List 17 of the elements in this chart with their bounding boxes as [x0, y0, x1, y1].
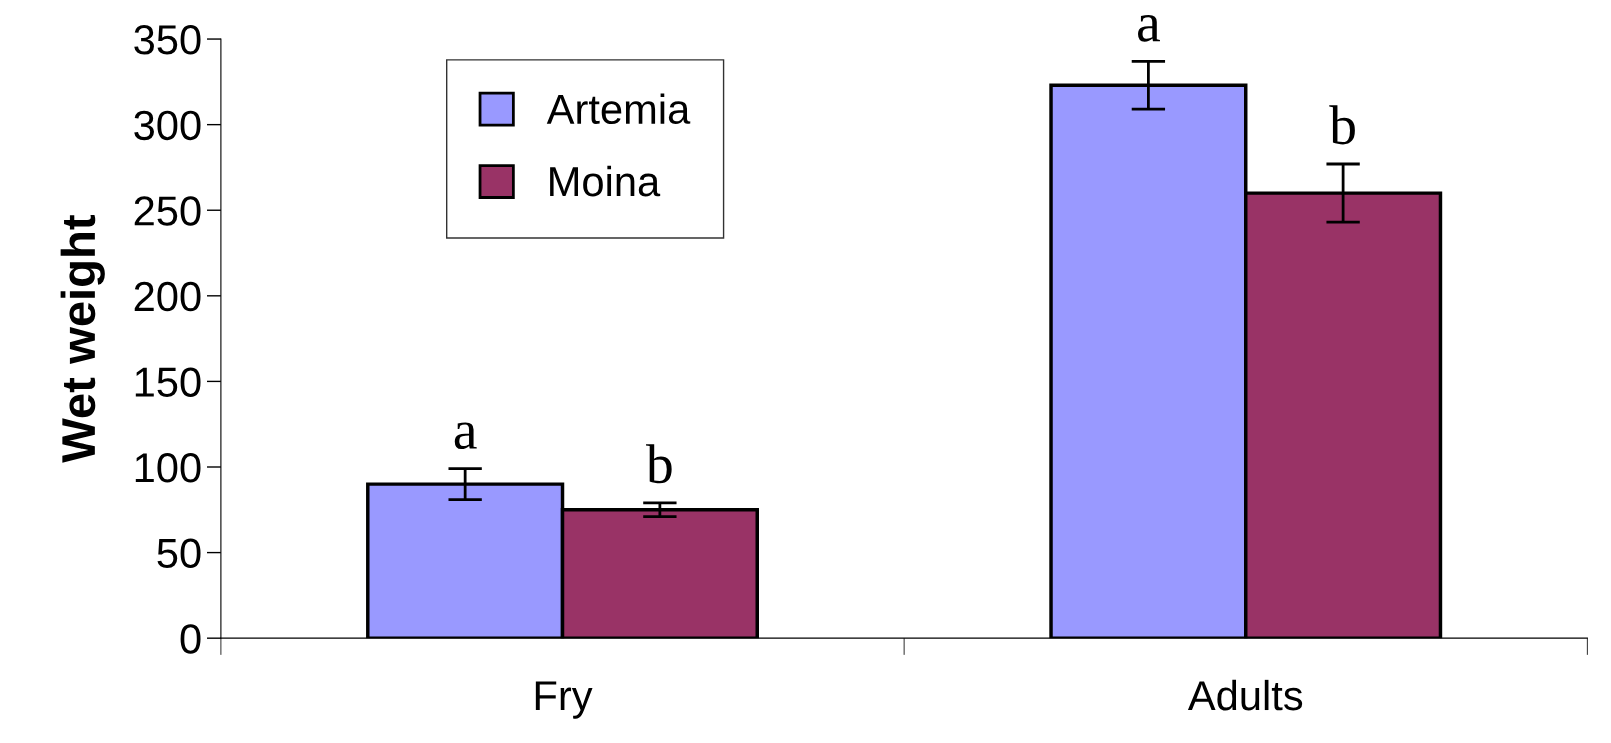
- annotation: b: [645, 444, 672, 484]
- y-axis-title: Wet weight: [60, 214, 105, 463]
- y-tick-label: 150: [135, 367, 201, 397]
- y-tick-label: 200: [134, 281, 201, 312]
- y-tick-label: 300: [134, 110, 201, 141]
- y-tick-label: 250: [134, 196, 201, 226]
- y-tick-label: 100: [135, 453, 201, 483]
- x-tick-label: Fry: [535, 681, 593, 719]
- x-tick-label: Adults: [1187, 679, 1303, 711]
- annotation: b: [1329, 105, 1355, 145]
- legend-label: Artemia: [546, 93, 691, 125]
- y-tick-label: 0: [180, 624, 201, 654]
- annotation: a: [454, 422, 477, 450]
- y-tick-label: 50: [157, 538, 201, 569]
- y-tick-label: 350: [134, 25, 201, 55]
- legend-label: Moina: [550, 165, 661, 197]
- annotation: a: [1138, 15, 1160, 42]
